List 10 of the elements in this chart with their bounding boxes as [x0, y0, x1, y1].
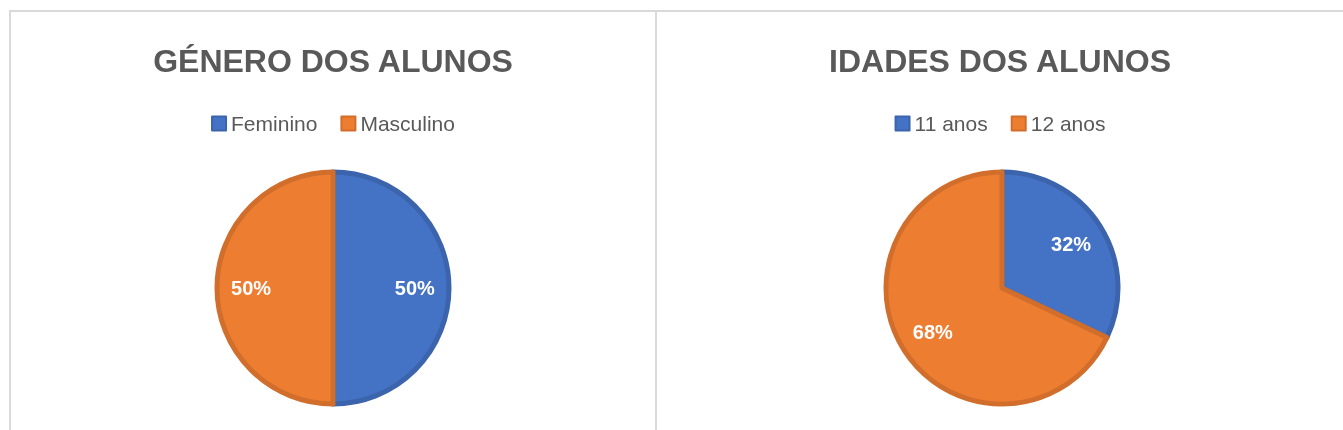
data-label: 50% — [394, 277, 436, 299]
data-label: 68% — [912, 320, 954, 343]
chart-title: GÉNERO DOS ALUNOS — [153, 43, 513, 79]
legend-label: 12 anos — [1030, 112, 1106, 135]
data-label: 32% — [1051, 233, 1092, 256]
legend-label: Feminino — [231, 112, 318, 135]
data-label: 50% — [231, 277, 272, 299]
legend-label: Masculino — [360, 112, 455, 135]
chart-title: IDADES DOS ALUNOS — [829, 43, 1171, 79]
legend-label: 11 anos — [914, 112, 988, 135]
